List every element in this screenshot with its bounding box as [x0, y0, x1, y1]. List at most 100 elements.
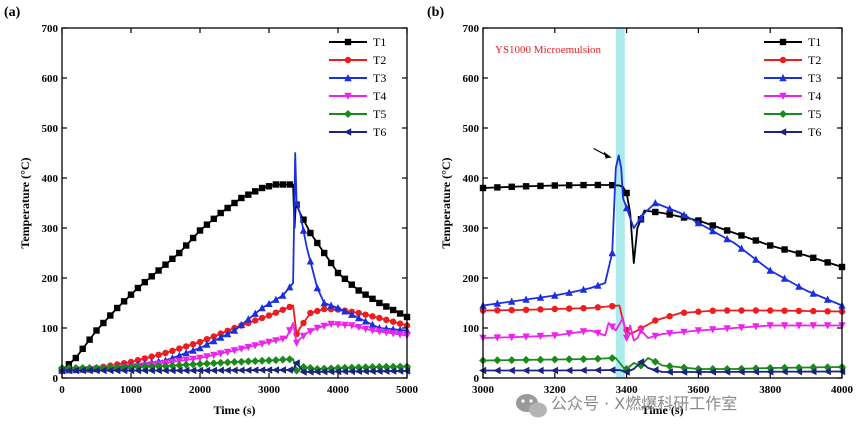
data-point	[809, 367, 817, 376]
legend: T1 T2 T3 T4 T5 T6	[764, 35, 821, 139]
data-point	[127, 366, 135, 375]
data-point	[752, 307, 760, 314]
data-point	[230, 358, 239, 366]
data-point	[210, 215, 217, 223]
data-point	[300, 216, 307, 223]
data-point	[508, 297, 516, 305]
data-point	[536, 293, 545, 301]
x-axis-label: Time (s)	[213, 403, 255, 417]
data-point	[709, 227, 717, 235]
x-tick-label: 3200	[544, 384, 567, 396]
data-point	[189, 341, 197, 348]
legend-label-t4: T4	[808, 89, 821, 103]
data-point	[272, 181, 280, 188]
data-point	[362, 311, 369, 318]
plot-frame	[482, 27, 843, 379]
data-point	[651, 199, 660, 207]
data-point	[120, 366, 128, 375]
data-point	[327, 367, 335, 376]
data-point	[258, 366, 266, 374]
data-point	[565, 366, 573, 375]
data-point	[680, 328, 688, 336]
data-point	[279, 181, 286, 188]
data-point	[141, 278, 148, 286]
wechat-icon	[516, 394, 547, 418]
data-point	[292, 199, 301, 207]
data-point	[580, 181, 587, 189]
data-point	[147, 366, 155, 375]
data-point	[522, 366, 530, 375]
data-point	[252, 317, 259, 324]
panel-label: (a)	[4, 5, 21, 20]
data-point	[637, 327, 645, 335]
data-point	[565, 182, 573, 189]
panel-a-chart: 0 100 200 300 400 500 600 700 0 1000 2000 3000 4000 5…	[4, 5, 419, 417]
data-point	[368, 327, 377, 335]
data-point	[210, 333, 217, 340]
data-point	[382, 367, 390, 375]
data-point	[258, 340, 266, 348]
x-tick-label: 5000	[396, 384, 419, 396]
data-point	[695, 308, 702, 315]
data-point	[348, 310, 356, 318]
data-point	[361, 325, 370, 333]
legend: T1 T2 T3 T4 T5 T6	[329, 35, 386, 139]
y-tick-label: 600	[463, 73, 480, 85]
x-tick-label: 3000	[258, 384, 281, 396]
data-point	[665, 368, 673, 376]
data-point	[209, 359, 218, 368]
data-point	[306, 257, 315, 265]
data-point	[237, 366, 245, 374]
data-point	[175, 351, 183, 359]
data-point	[594, 281, 602, 289]
data-point	[723, 227, 731, 234]
legend-marker-t1	[779, 38, 787, 46]
y-tick-label: 0	[53, 373, 59, 385]
data-point	[347, 367, 355, 376]
data-point	[579, 355, 588, 364]
x-tick-label: 1000	[120, 384, 143, 396]
data-point	[723, 325, 731, 333]
data-point	[217, 209, 224, 217]
data-point	[738, 307, 745, 314]
data-point	[369, 295, 376, 303]
data-point	[223, 348, 232, 356]
data-point	[508, 306, 515, 314]
data-point	[665, 330, 674, 338]
y-tick-label: 100	[463, 323, 480, 335]
data-point	[244, 315, 252, 323]
data-point	[244, 343, 252, 352]
data-point	[368, 367, 376, 375]
data-point	[196, 360, 204, 368]
data-point	[680, 309, 688, 316]
data-point	[216, 358, 225, 367]
data-point	[369, 313, 376, 320]
data-point	[279, 306, 286, 313]
x-tick-label: 4000	[831, 384, 854, 396]
data-point	[216, 366, 224, 375]
data-point	[390, 318, 397, 325]
legend-label-t5: T5	[808, 107, 821, 121]
data-point	[272, 309, 280, 316]
data-point	[230, 366, 238, 374]
data-point	[383, 316, 390, 324]
data-point	[522, 306, 530, 313]
data-point	[666, 211, 673, 218]
data-point	[327, 320, 335, 328]
data-point	[537, 182, 544, 190]
data-point	[244, 357, 253, 366]
data-point	[396, 310, 404, 317]
data-point	[244, 366, 252, 374]
data-point	[334, 304, 342, 312]
data-point	[810, 307, 817, 315]
data-point	[154, 366, 162, 375]
data-point	[579, 366, 587, 374]
legend-label-t1: T1	[808, 35, 821, 49]
data-point	[551, 305, 558, 313]
data-point	[709, 222, 716, 229]
series-t2	[479, 302, 846, 335]
data-point	[608, 323, 616, 331]
series-line-t3	[61, 152, 408, 372]
data-point	[169, 347, 176, 354]
data-point	[223, 366, 231, 374]
